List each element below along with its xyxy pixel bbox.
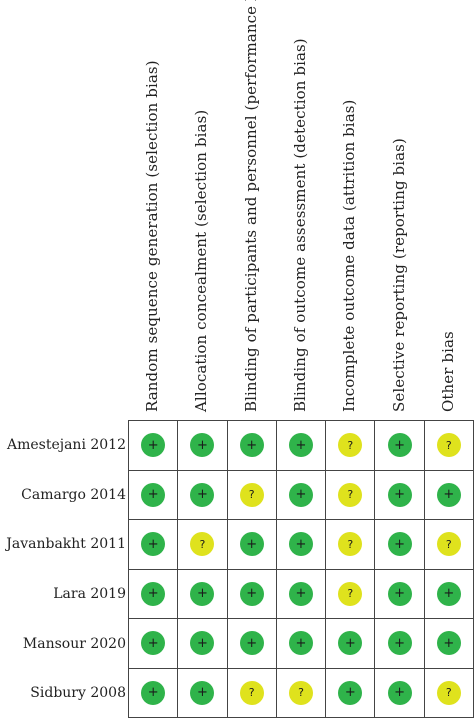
low-risk-icon: + xyxy=(190,631,215,656)
low-risk-icon: + xyxy=(338,680,363,705)
low-risk-icon: + xyxy=(190,581,215,606)
study-label-lara-2019: Lara 2019 xyxy=(53,585,126,602)
unclear-risk-icon: ? xyxy=(239,680,264,705)
rating-cell: + xyxy=(424,619,474,669)
rating-cell: + xyxy=(276,470,327,520)
low-risk-icon: + xyxy=(288,581,313,606)
low-risk-icon: + xyxy=(387,680,412,705)
low-risk-icon: + xyxy=(436,482,461,507)
rating-cell: ? xyxy=(227,668,277,718)
rating-cell: ? xyxy=(424,520,474,570)
low-risk-icon: + xyxy=(239,631,264,656)
low-risk-icon: + xyxy=(387,433,412,458)
unclear-risk-icon: ? xyxy=(338,482,363,507)
rating-cell: + xyxy=(227,520,277,570)
rating-cell: + xyxy=(178,668,228,718)
rating-cell: + xyxy=(326,619,376,669)
rating-cell: ? xyxy=(424,421,474,471)
low-risk-icon: + xyxy=(141,680,166,705)
rating-cell: + xyxy=(276,520,327,570)
rating-cell: + xyxy=(227,569,277,619)
rating-cell: ? xyxy=(326,569,376,619)
unclear-risk-icon: ? xyxy=(288,680,313,705)
rating-cell: + xyxy=(276,619,327,669)
rating-cell: ? xyxy=(326,421,376,471)
rating-cell: + xyxy=(276,421,327,471)
low-risk-icon: + xyxy=(239,433,264,458)
low-risk-icon: + xyxy=(288,482,313,507)
column-header-incomplete-outcome: Incomplete outcome data (attrition bias) xyxy=(340,99,359,413)
low-risk-icon: + xyxy=(288,532,313,557)
low-risk-icon: + xyxy=(141,581,166,606)
rating-cell: ? xyxy=(276,668,327,718)
study-label-mansour-2020: Mansour 2020 xyxy=(22,635,126,652)
rating-cell: + xyxy=(227,619,277,669)
low-risk-icon: + xyxy=(239,532,264,557)
low-risk-icon: + xyxy=(141,532,166,557)
unclear-risk-icon: ? xyxy=(190,532,215,557)
column-header-random-sequence: Random sequence generation (selection bi… xyxy=(142,60,161,412)
low-risk-icon: + xyxy=(190,482,215,507)
rating-cell: + xyxy=(178,569,228,619)
rating-cell: + xyxy=(375,619,425,669)
column-header-blinding-participants: Blinding of participants and personnel (… xyxy=(241,0,260,412)
column-headers: Random sequence generation (selection bi… xyxy=(142,0,458,413)
rating-cell: + xyxy=(276,569,327,619)
low-risk-icon: + xyxy=(387,581,412,606)
rating-cell: + xyxy=(375,421,425,471)
rating-cell: ? xyxy=(326,470,376,520)
rating-cell: + xyxy=(178,421,228,471)
rating-cell: + xyxy=(227,421,277,471)
low-risk-icon: + xyxy=(190,680,215,705)
column-header-selective-reporting: Selective reporting (reporting bias) xyxy=(389,138,408,412)
rating-cell: + xyxy=(129,470,179,520)
unclear-risk-icon: ? xyxy=(239,482,264,507)
low-risk-icon: + xyxy=(387,631,412,656)
rating-cell: + xyxy=(424,470,474,520)
rating-cell: + xyxy=(129,619,179,669)
low-risk-icon: + xyxy=(436,581,461,606)
low-risk-icon: + xyxy=(387,482,412,507)
unclear-risk-icon: ? xyxy=(436,680,461,705)
rating-cell: ? xyxy=(178,520,228,570)
study-label-javanbakht-2011: Javanbakht 2011 xyxy=(6,536,126,553)
rating-cell: + xyxy=(375,520,425,570)
rating-cell: + xyxy=(129,569,179,619)
column-header-allocation-concealment: Allocation concealment (selection bias) xyxy=(192,109,211,412)
low-risk-icon: + xyxy=(190,433,215,458)
rating-cell: + xyxy=(375,470,425,520)
rating-cell: + xyxy=(129,421,179,471)
rating-cell: + xyxy=(375,569,425,619)
rating-cell: + xyxy=(375,668,425,718)
low-risk-icon: + xyxy=(141,482,166,507)
unclear-risk-icon: ? xyxy=(338,532,363,557)
rating-cell: + xyxy=(178,619,228,669)
study-label-sidbury-2008: Sidbury 2008 xyxy=(30,685,126,702)
low-risk-icon: + xyxy=(141,631,166,656)
column-header-other-bias: Other bias xyxy=(439,331,458,412)
low-risk-icon: + xyxy=(288,433,313,458)
rating-cell: + xyxy=(326,668,376,718)
rating-cell: + xyxy=(424,569,474,619)
rating-cell: ? xyxy=(326,520,376,570)
unclear-risk-icon: ? xyxy=(338,433,363,458)
study-label-camargo-2014: Camargo 2014 xyxy=(21,486,126,503)
study-label-amestejani-2012: Amestejani 2012 xyxy=(6,436,126,453)
column-header-blinding-outcome: Blinding of outcome assessment (detectio… xyxy=(291,38,309,412)
rating-cell: + xyxy=(129,668,179,718)
rating-cell: ? xyxy=(227,470,277,520)
rating-cell: + xyxy=(129,520,179,570)
unclear-risk-icon: ? xyxy=(436,532,461,557)
low-risk-icon: + xyxy=(338,631,363,656)
unclear-risk-icon: ? xyxy=(436,433,461,458)
rating-cell: ? xyxy=(424,668,474,718)
rating-cell: + xyxy=(178,470,228,520)
low-risk-icon: + xyxy=(387,532,412,557)
low-risk-icon: + xyxy=(141,433,166,458)
risk-of-bias-grid: + + + +? +? + +? +? + + +? + +? +? + + + +? + + + + + + + + + + +?? +… xyxy=(128,420,474,718)
unclear-risk-icon: ? xyxy=(338,581,363,606)
low-risk-icon: + xyxy=(288,631,313,656)
low-risk-icon: + xyxy=(436,631,461,656)
low-risk-icon: + xyxy=(239,581,264,606)
